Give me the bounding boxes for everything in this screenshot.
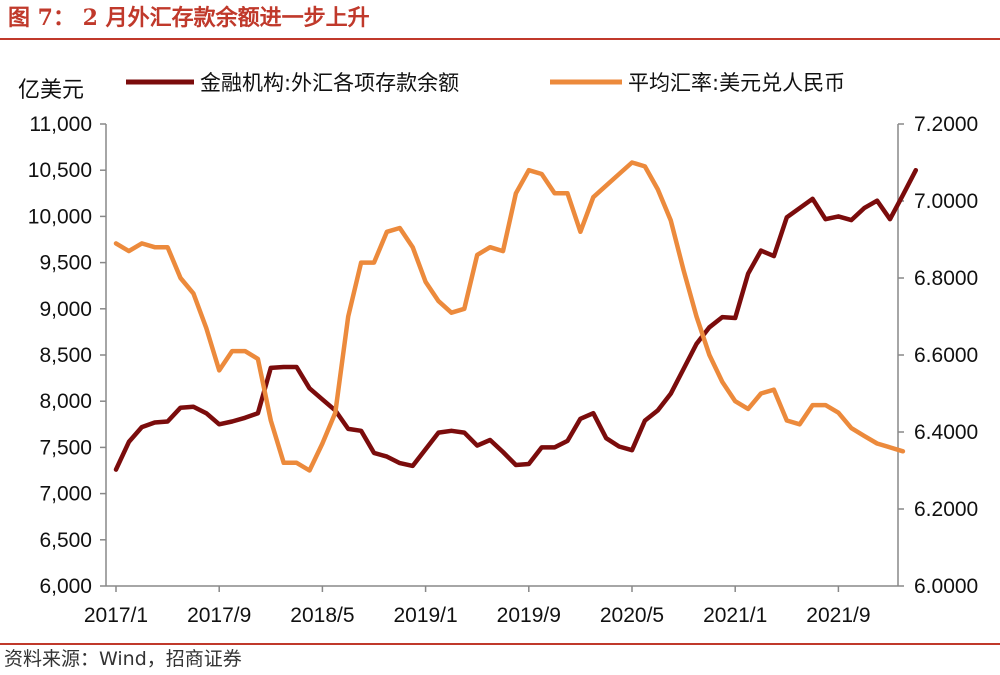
left-tick-label: 7,500 [39, 436, 92, 459]
x-tick-label: 2019/9 [497, 604, 561, 627]
series-line-deposits [113, 167, 919, 472]
x-tick-label: 2021/9 [806, 604, 870, 627]
left-tick-label: 6,500 [39, 529, 92, 552]
left-tick-label: 9,000 [39, 298, 92, 321]
figure-title: 图 7： 2 月外汇存款余额进一步上升 [8, 5, 370, 31]
right-axis-ticks: 6.0000 6.2000 6.4000 6.6000 6.8000 7.0000 7.20… [898, 113, 978, 598]
right-tick-label: 6.2000 [914, 498, 978, 521]
x-axis-ticks: 2017/1 2017/9 2018/5 2019/1 2019/9 2020/5 2021… [84, 586, 871, 627]
x-tick-label: 2017/1 [84, 604, 148, 627]
source-note: 资料来源：Wind，招商证券 [4, 648, 242, 670]
legend-label-rate: 平均汇率:美元兑人民币 [628, 71, 845, 95]
x-tick-label: 2017/9 [187, 604, 251, 627]
left-axis-ticks: 6,000 6,500 7,000 7,500 8,000 8,500 9,000 9,500… [28, 113, 106, 598]
left-tick-label: 9,500 [39, 252, 92, 275]
x-tick-label: 2019/1 [393, 604, 457, 627]
chart-axes [105, 124, 899, 587]
x-tick-label: 2018/5 [290, 604, 354, 627]
right-tick-label: 6.6000 [914, 344, 978, 367]
series-line-rate [113, 160, 906, 473]
right-tick-label: 6.4000 [914, 421, 978, 444]
left-tick-label: 10,000 [28, 205, 92, 228]
left-tick-label: 6,000 [39, 575, 92, 598]
right-tick-label: 7.0000 [914, 190, 978, 213]
x-tick-label: 2021/1 [703, 604, 767, 627]
left-tick-label: 11,000 [29, 113, 92, 136]
left-tick-label: 7,000 [39, 483, 92, 506]
left-tick-label: 8,500 [39, 344, 92, 367]
series-lines [113, 160, 919, 473]
legend-label-deposits: 金融机构:外汇各项存款余额 [200, 71, 459, 95]
left-tick-label: 10,500 [28, 159, 92, 182]
left-tick-label: 8,000 [39, 390, 92, 413]
right-tick-label: 6.0000 [914, 575, 978, 598]
right-tick-label: 7.2000 [914, 113, 978, 136]
y-unit-label: 亿美元 [18, 78, 84, 103]
chart-legend: 金融机构:外汇各项存款余额 平均汇率:美元兑人民币 [126, 71, 845, 95]
title-rule [0, 38, 1000, 40]
right-tick-label: 6.8000 [914, 267, 978, 290]
dual-axis-line-chart: 6,000 6,500 7,000 7,500 8,000 8,500 9,000 9,500… [18, 71, 978, 627]
source-rule [0, 643, 1000, 645]
x-tick-label: 2020/5 [600, 604, 664, 627]
